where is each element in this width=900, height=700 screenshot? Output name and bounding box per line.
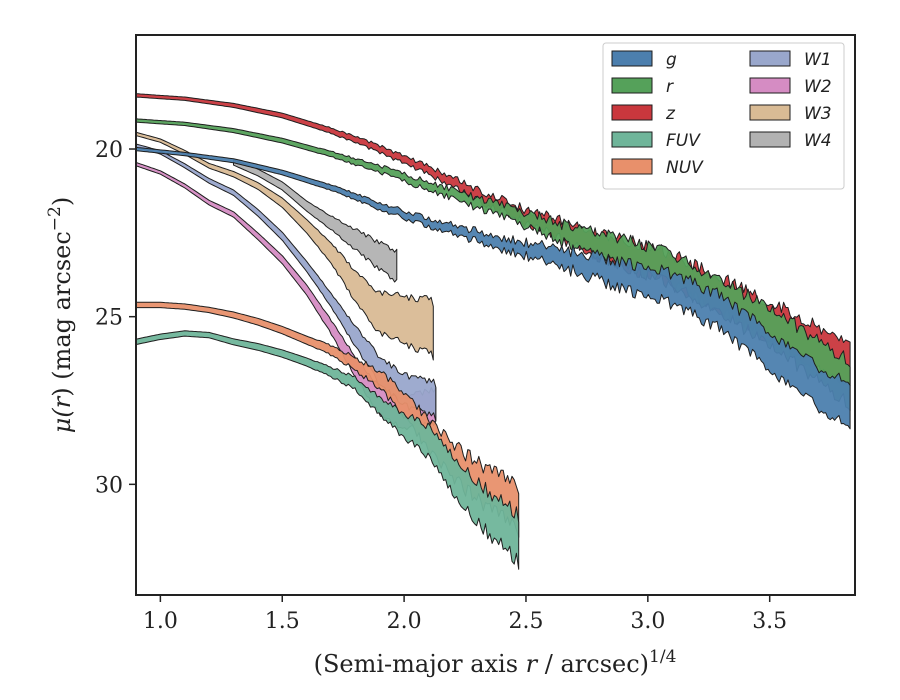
x-axis-ticks: 1.0 1.5 2.0 2.5 3.0 3.5	[143, 595, 787, 634]
legend-label-r: r	[666, 77, 674, 97]
legend-label-nuv: NUV	[666, 158, 704, 178]
legend-swatch-w3	[749, 104, 791, 121]
legend-swatch-w1	[749, 50, 791, 67]
band-w3	[136, 131, 434, 361]
legend-label-fuv: FUV	[666, 131, 701, 151]
band-w4	[233, 159, 398, 283]
legend-label-w1: W1	[804, 50, 832, 70]
legend-label-w2: W2	[804, 77, 832, 97]
series-bands	[136, 93, 851, 570]
plot-frame	[135, 34, 856, 596]
legend-swatch-g	[611, 50, 653, 67]
x-tick-label: 2.0	[387, 609, 422, 634]
legend-swatch-z	[611, 104, 653, 121]
legend-swatch-w4	[749, 131, 791, 148]
y-tick-label: 25	[95, 306, 123, 331]
x-tick-label: 1.5	[265, 609, 300, 634]
y-tick-label: 30	[95, 473, 123, 498]
x-tick-label: 3.0	[630, 609, 665, 634]
legend-swatch-nuv	[611, 158, 653, 175]
y-axis-ticks: 20 25 30	[95, 138, 136, 498]
y-axis-label: μ(r) (mag arcsec−2)	[45, 197, 76, 434]
x-tick-label: 2.5	[508, 609, 543, 634]
legend: grz FUV NUV W1 W2 W3 W4	[602, 42, 845, 190]
legend-label-w4: W4	[804, 131, 832, 151]
legend-label-z: z	[665, 104, 676, 124]
legend-label-w3: W3	[804, 104, 832, 124]
band-fuv	[136, 330, 520, 570]
legend-label-g: g	[666, 50, 677, 70]
x-tick-label: 3.5	[752, 609, 787, 634]
legend-swatch-fuv	[611, 131, 653, 148]
band-w1	[136, 143, 437, 422]
legend-swatch-r	[611, 77, 653, 94]
x-axis-label: (Semi-major axis r / arcsec)1/4	[314, 647, 677, 678]
legend-swatch-w2	[749, 77, 791, 94]
y-tick-label: 20	[95, 138, 123, 163]
band-g	[136, 146, 851, 430]
x-tick-label: 1.0	[143, 609, 178, 634]
